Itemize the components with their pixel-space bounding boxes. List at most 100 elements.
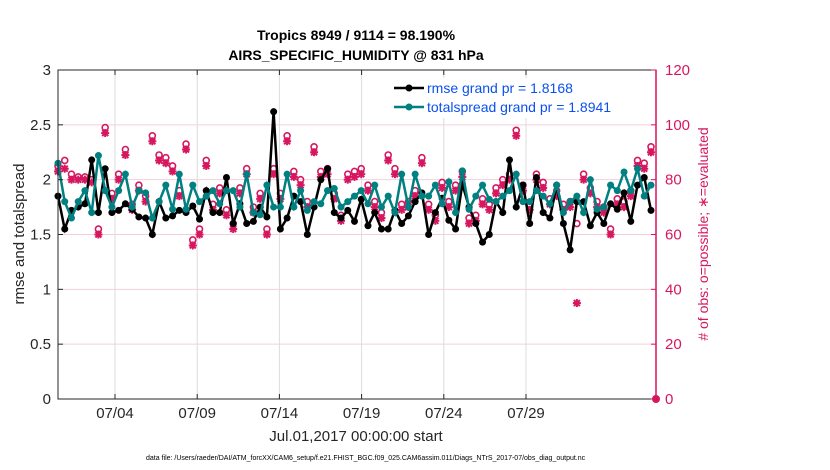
totalspread-point	[128, 203, 136, 211]
totalspread-point	[526, 198, 534, 206]
totalspread-point	[196, 198, 204, 206]
x-tick-label: 07/24	[425, 405, 463, 422]
obs-evaluated-marker	[182, 145, 191, 154]
totalspread-point	[61, 198, 69, 206]
rmse-point	[303, 231, 311, 238]
y2-tick-label: 100	[665, 117, 690, 134]
obs-evaluated-marker	[417, 159, 426, 168]
rmse-point	[351, 217, 358, 225]
totalspread-point	[620, 168, 628, 176]
totalspread-point	[593, 205, 601, 213]
obs-evaluated-marker	[350, 172, 359, 181]
totalspread-point	[580, 209, 588, 217]
obs-evaluated-marker	[202, 161, 211, 170]
totalspread-point	[586, 176, 594, 184]
rmse-point	[559, 220, 567, 228]
obs-evaluated-marker	[229, 225, 238, 234]
totalspread-point	[182, 205, 190, 213]
y-tick-label: 2	[43, 172, 51, 189]
totalspread-point	[229, 187, 237, 195]
rmse-point	[142, 214, 150, 222]
x-tick-label: 07/14	[261, 405, 299, 422]
totalspread-point	[303, 206, 311, 214]
obs-evaluated-marker	[80, 175, 89, 184]
totalspread-point	[640, 192, 648, 200]
rmse-point	[640, 173, 648, 181]
obs-evaluated-marker	[101, 129, 110, 138]
x-ticks: 07/04 07/09 07/14 07/19 07/24 07/29	[96, 70, 545, 422]
totalspread-point	[512, 170, 520, 178]
totalspread-point	[74, 198, 82, 206]
totalspread-point	[425, 192, 433, 200]
x-tick-label: 07/19	[343, 405, 381, 422]
rmse-point	[586, 222, 594, 230]
y-tick-label: 1.5	[30, 227, 51, 244]
obs-evaluated-marker	[310, 148, 319, 157]
obs-evaluated-marker	[485, 205, 494, 214]
y-axis-label: rmse and totalspread	[11, 164, 28, 305]
rmse-point	[607, 200, 615, 208]
rmse-point	[263, 213, 271, 221]
y-tick-label: 0.5	[30, 336, 51, 353]
obs-evaluated-marker	[384, 156, 393, 165]
rmse-point	[357, 195, 365, 203]
rmse-point	[202, 187, 210, 195]
obs-evaluated-marker	[94, 230, 103, 239]
rmse-point	[627, 217, 635, 225]
totalspread-point	[532, 187, 540, 195]
totalspread-point	[492, 198, 500, 206]
rmse-point	[101, 165, 109, 173]
x-tick-label: 07/29	[507, 405, 545, 422]
rmse-point	[344, 206, 352, 214]
rmse-point	[94, 209, 102, 217]
totalspread-point	[519, 198, 527, 206]
rmse-point	[162, 214, 170, 222]
totalspread-point	[411, 170, 419, 178]
totalspread-point	[162, 181, 170, 189]
rmse-point	[411, 198, 419, 206]
rmse-point	[108, 209, 116, 217]
obs-evaluated-marker	[647, 148, 655, 157]
legend-rmse-label: rmse grand pr = 1.8168	[427, 80, 573, 96]
obs-evaluated-marker	[478, 200, 487, 209]
series-totalspread	[54, 152, 655, 223]
totalspread-point	[431, 181, 439, 189]
obs-evaluated-marker	[121, 150, 130, 159]
rmse-point	[169, 212, 177, 220]
totalspread-point	[377, 203, 385, 211]
totalspread-point	[108, 203, 116, 211]
totalspread-point	[88, 209, 96, 217]
totalspread-point	[142, 189, 150, 197]
obs-evaluated-marker	[357, 170, 366, 179]
obs-evaluated-marker	[363, 186, 372, 195]
rmse-point	[243, 220, 251, 228]
rmse-point	[324, 165, 332, 173]
rmse-point	[115, 206, 123, 214]
obs-evaluated-marker	[465, 219, 474, 228]
obs-evaluated-marker	[424, 205, 433, 214]
totalspread-point	[438, 200, 446, 208]
rmse-point	[317, 176, 325, 184]
rmse-point	[148, 231, 156, 238]
totalspread-point	[67, 214, 75, 222]
legend-spread-label: totalspread grand pr = 1.8941	[427, 99, 611, 115]
totalspread-point	[121, 170, 129, 178]
y2-tick-label: 80	[665, 172, 682, 189]
totalspread-point	[155, 198, 163, 206]
rmse-point	[216, 209, 224, 217]
rmse-point	[472, 220, 480, 228]
rmse-point	[398, 220, 406, 228]
rmse-point	[377, 225, 385, 233]
obs-evaluated-marker	[539, 183, 548, 192]
totalspread-point	[249, 209, 257, 217]
left-y-ticks: 0 0.5 1 1.5 2 2.5 3	[30, 62, 63, 408]
totalspread-point	[351, 192, 358, 200]
totalspread-point	[485, 195, 493, 203]
rmse-point	[384, 225, 392, 233]
rmse-point	[135, 213, 143, 221]
totalspread-point	[101, 187, 109, 195]
rmse-point	[297, 198, 305, 206]
y-tick-label: 0	[43, 391, 51, 408]
rmse-point	[546, 214, 554, 222]
rmse-point	[276, 225, 284, 233]
